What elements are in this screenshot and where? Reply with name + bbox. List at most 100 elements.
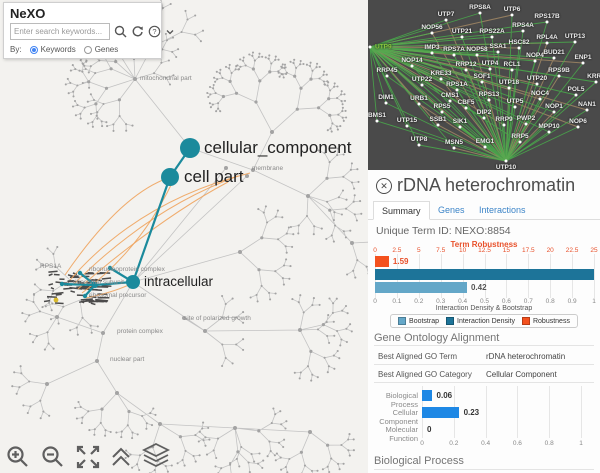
tree-term-label[interactable]: nuclear part <box>110 356 145 363</box>
gene-node-label[interactable]: RRP45 <box>376 67 398 74</box>
gene-node-dot[interactable] <box>507 86 511 90</box>
gene-node-dot[interactable] <box>510 68 514 72</box>
gene-node-label[interactable]: NOP56 <box>421 24 443 31</box>
gene-node-label[interactable]: CBF5 <box>457 99 475 106</box>
radio-keywords[interactable] <box>29 45 38 54</box>
gene-node-dot[interactable] <box>594 80 598 84</box>
gene-node-dot[interactable] <box>521 29 525 33</box>
gene-node-label[interactable]: RPS17B <box>534 13 560 20</box>
tree-term-label[interactable]: mitochondrial part <box>140 75 192 82</box>
chevron-down-icon[interactable] <box>165 27 175 37</box>
term-node-1[interactable] <box>161 168 179 186</box>
gene-node-dot[interactable] <box>552 110 556 114</box>
tab-genes[interactable]: Genes <box>438 205 465 215</box>
tab-interactions[interactable]: Interactions <box>479 205 526 215</box>
gene-node-label[interactable]: UTP7 <box>437 11 455 18</box>
gene-node-dot[interactable] <box>518 140 522 144</box>
ontology-canvas[interactable]: cellular_component cell part intracellul… <box>0 0 368 473</box>
gene-node-dot[interactable] <box>504 159 508 163</box>
layers-icon[interactable] <box>141 442 171 470</box>
gene-node-dot[interactable] <box>368 45 372 49</box>
gene-node-dot[interactable] <box>480 80 484 84</box>
gene-node-label[interactable]: NOP1 <box>545 103 563 110</box>
gene-node-dot[interactable] <box>464 106 468 110</box>
gene-node-dot[interactable] <box>547 130 551 134</box>
gene-node-label[interactable]: UTP8 <box>410 136 428 143</box>
gene-node-dot[interactable] <box>460 35 464 39</box>
gene-node-label[interactable]: UTP18 <box>498 79 520 86</box>
gene-node-dot[interactable] <box>440 110 444 114</box>
gene-node-dot[interactable] <box>502 123 506 127</box>
gene-node-label[interactable]: NOP58 <box>466 46 488 53</box>
gene-node-dot[interactable] <box>464 68 468 72</box>
radio-genes[interactable] <box>83 45 92 54</box>
gene-node-label[interactable]: NAN1 <box>578 101 596 108</box>
gene-node-dot[interactable] <box>524 122 528 126</box>
gene-node-label[interactable]: SIK1 <box>452 118 468 125</box>
gene-node-dot[interactable] <box>557 74 561 78</box>
tree-term-label[interactable]: protein complex <box>117 328 163 335</box>
gene-node-dot[interactable] <box>576 125 580 129</box>
gene-node-dot[interactable] <box>410 64 414 68</box>
gene-node-label[interactable]: RPS7A <box>443 46 465 53</box>
term-label-cell-part[interactable]: cell part <box>184 167 244 186</box>
gene-node-label[interactable]: RPS13 <box>478 91 500 98</box>
gene-node-label[interactable]: URB1 <box>410 95 428 102</box>
gene-node-dot[interactable] <box>487 98 491 102</box>
gene-node-label[interactable]: UTP9 <box>375 43 392 51</box>
gene-node-dot[interactable] <box>405 124 409 128</box>
zoom-in-icon[interactable] <box>5 444 31 470</box>
gene-node-dot[interactable] <box>573 40 577 44</box>
gene-node-label[interactable]: SOF1 <box>473 73 491 80</box>
gene-node-label[interactable]: RPS8A <box>469 4 491 11</box>
tree-term-label[interactable]: RPS1A <box>40 263 62 270</box>
gene-node-label[interactable]: KRR1 <box>587 73 600 80</box>
collapse-icon[interactable] <box>110 444 132 470</box>
zoom-out-icon[interactable] <box>40 444 66 470</box>
gene-node-dot[interactable] <box>430 31 434 35</box>
help-icon[interactable]: ? <box>148 25 161 38</box>
gene-node-dot[interactable] <box>417 102 421 106</box>
gene-node-label[interactable]: RPS4A <box>512 22 534 29</box>
term-label-cellular-component[interactable]: cellular_component <box>204 138 352 157</box>
term-node-2[interactable] <box>126 275 140 289</box>
gene-node-dot[interactable] <box>455 88 459 92</box>
gene-node-dot[interactable] <box>488 67 492 71</box>
search-input[interactable] <box>10 23 110 40</box>
term-node-0[interactable] <box>180 138 200 158</box>
gene-node-dot[interactable] <box>513 105 517 109</box>
gene-node-label[interactable]: SSB1 <box>429 116 447 123</box>
gene-node-dot[interactable] <box>552 56 556 60</box>
gene-node-label[interactable]: IMP3 <box>424 44 440 51</box>
refresh-icon[interactable] <box>131 25 144 38</box>
gene-node-label[interactable]: BUD21 <box>543 49 565 56</box>
gene-node-label[interactable]: RCL1 <box>503 61 521 68</box>
gene-node-dot[interactable] <box>574 93 578 97</box>
gene-node-dot[interactable] <box>452 146 456 150</box>
gene-node-label[interactable]: POL5 <box>567 86 585 93</box>
gene-node-dot[interactable] <box>538 97 542 101</box>
gene-node-label[interactable]: UTP15 <box>396 117 418 124</box>
gene-node-dot[interactable] <box>384 101 388 105</box>
gene-node-dot[interactable] <box>444 18 448 22</box>
radio-keywords-label[interactable]: Keywords <box>40 45 76 54</box>
tree-term-label[interactable]: site of polarized growth <box>184 315 251 322</box>
gene-node-dot[interactable] <box>478 11 482 15</box>
gene-node-dot[interactable] <box>420 83 424 87</box>
gene-node-label[interactable]: NOP14 <box>401 57 423 64</box>
gene-node-dot[interactable] <box>533 59 537 63</box>
gene-node-label[interactable]: SSA1 <box>489 43 507 50</box>
gene-node-dot[interactable] <box>430 51 434 55</box>
gene-node-label[interactable]: DIM1 <box>378 94 394 101</box>
gene-node-dot[interactable] <box>452 53 456 57</box>
gene-node-label[interactable]: MPP10 <box>538 123 560 130</box>
gene-node-label[interactable]: NOC4 <box>530 90 550 97</box>
gene-node-label[interactable]: BMS1 <box>368 112 387 119</box>
gene-node-label[interactable]: NOP4 <box>526 52 544 59</box>
gene-node-label[interactable]: DIP2 <box>476 109 492 116</box>
gene-node-label[interactable]: PWP2 <box>516 115 536 122</box>
gene-node-label[interactable]: RRP12 <box>455 61 477 68</box>
gene-node-dot[interactable] <box>448 99 452 103</box>
tree-term-label[interactable]: membrane <box>252 165 284 172</box>
gene-node-label[interactable]: UTP5 <box>506 98 524 105</box>
